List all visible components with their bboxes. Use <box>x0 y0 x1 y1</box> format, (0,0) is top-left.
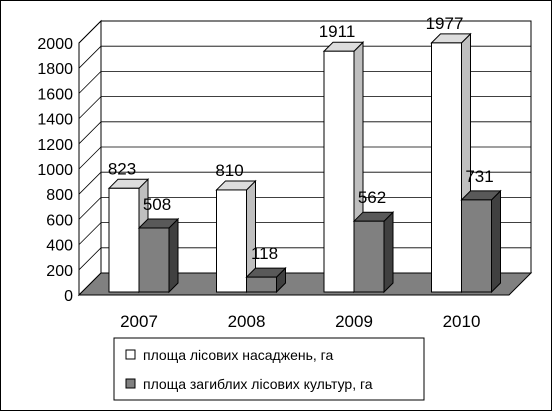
data-label-2009-series-1: 1911 <box>319 22 356 41</box>
gridline <box>78 146 531 170</box>
x-category-2010: 2010 <box>443 312 481 331</box>
gridline <box>78 196 531 220</box>
data-labels: 823 508 810 118 1911 562 1977 731 <box>108 14 494 263</box>
y-tick-label: 1400 <box>37 112 73 129</box>
gridline <box>78 96 531 119</box>
y-tick-label: 1800 <box>37 61 73 78</box>
y-tick-label: 200 <box>46 263 73 280</box>
y-tick-label: 2000 <box>37 36 73 53</box>
y-tick-label: 800 <box>46 187 73 204</box>
legend-swatch-series-2 <box>125 378 136 389</box>
gridline <box>78 171 531 195</box>
y-tick-label: 1000 <box>37 162 73 179</box>
gridline <box>78 45 531 69</box>
x-category-2009: 2009 <box>335 312 373 331</box>
bar-side-2010-series-2 <box>491 189 501 294</box>
bar-2010-series-2 <box>461 199 492 293</box>
gridline <box>78 20 531 44</box>
data-label-2007-series-1: 823 <box>108 159 136 178</box>
bar-2009-series-1 <box>323 50 355 293</box>
bars <box>107 32 502 294</box>
data-label-2007-series-2: 508 <box>143 195 171 214</box>
data-label-2008-series-1: 810 <box>215 161 243 180</box>
y-tick-label: 1600 <box>37 86 73 103</box>
y-tick-label: 600 <box>46 212 73 229</box>
x-category-2007: 2007 <box>120 312 158 331</box>
bar-2007-series-1 <box>108 187 140 293</box>
data-label-2010-series-1: 1977 <box>426 14 464 33</box>
data-label-2008-series-2: 118 <box>251 244 278 263</box>
legend: площа лісових насаджень, га площа загибл… <box>113 337 425 401</box>
legend-swatch-series-1 <box>125 349 136 360</box>
bar-2008-series-2 <box>246 276 277 293</box>
y-axis-ticks: 0 200 400 600 800 1000 1200 1400 1600 1800 2000 <box>37 36 73 305</box>
legend-box <box>113 337 425 401</box>
floor-plane <box>77 272 533 296</box>
bar-2010-series-1 <box>431 42 462 293</box>
gridline <box>78 121 531 145</box>
y-tick-label: 400 <box>46 238 73 255</box>
bar-side-2007-series-2 <box>168 217 179 294</box>
chart-floor <box>77 43 533 296</box>
y-tick-label: 1200 <box>37 137 73 154</box>
bar-2009-series-2 <box>353 220 385 293</box>
x-category-2008: 2008 <box>228 312 266 331</box>
legend-label-series-2: площа загиблих лісових культур, га <box>143 376 373 392</box>
legend-label-series-1: площа лісових насаджень, га <box>143 347 333 363</box>
bar-2008-series-1 <box>216 189 247 293</box>
bar-side-2009-series-2 <box>383 210 394 294</box>
data-label-2010-series-2: 731 <box>465 167 493 186</box>
gridline <box>78 71 531 94</box>
x-axis-categories: 2007 2008 2009 2010 <box>120 312 480 331</box>
data-label-2009-series-2: 562 <box>358 188 386 207</box>
y-tick-label: 0 <box>64 288 73 305</box>
bar-2007-series-2 <box>138 227 170 293</box>
